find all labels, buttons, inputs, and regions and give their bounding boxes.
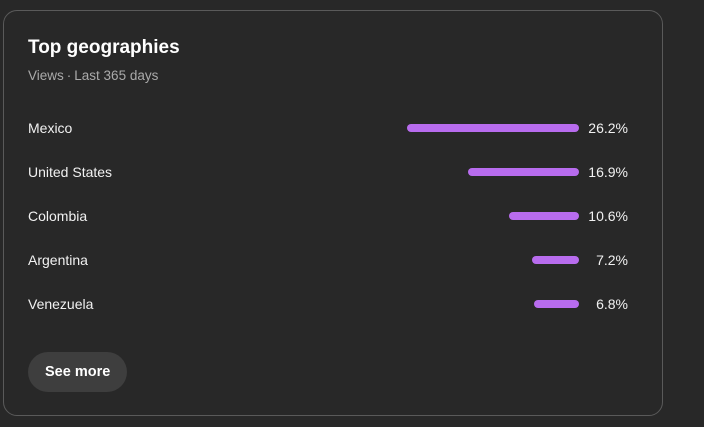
country-name: Colombia xyxy=(28,208,88,224)
percent-bar xyxy=(509,212,579,220)
subtitle-separator: · xyxy=(66,68,72,83)
card-title: Top geographies xyxy=(28,37,180,58)
percent-bar xyxy=(534,300,579,308)
percent-bar xyxy=(531,256,579,264)
country-name: Argentina xyxy=(28,252,88,268)
see-more-button[interactable]: See more xyxy=(28,352,128,392)
geography-row: Argentina 7.2% xyxy=(4,239,662,283)
percent-value: 10.6% xyxy=(588,208,628,224)
geography-row: United States 16.9% xyxy=(4,151,662,195)
bar-track xyxy=(407,256,579,264)
top-geographies-card: Top geographies Views · Last 365 days Mexi… xyxy=(3,10,663,416)
percent-value: 7.2% xyxy=(596,252,628,268)
geography-row: Colombia 10.6% xyxy=(4,195,662,239)
bar-track xyxy=(407,124,579,132)
percent-value: 16.9% xyxy=(588,164,628,180)
bar-track xyxy=(407,300,579,308)
subtitle-period: Last 365 days xyxy=(74,68,159,83)
percent-value: 6.8% xyxy=(596,296,628,312)
percent-bar xyxy=(468,168,579,176)
card-subtitle: Views · Last 365 days xyxy=(28,68,158,83)
subtitle-metric: Views xyxy=(28,68,64,83)
country-name: United States xyxy=(28,164,113,180)
geography-row: Venezuela 6.8% xyxy=(4,283,662,327)
percent-bar xyxy=(407,124,579,132)
geography-list: Mexico 26.2% United States 16.9% Colombi… xyxy=(4,107,662,327)
bar-track xyxy=(407,168,579,176)
country-name: Mexico xyxy=(28,120,73,136)
bar-track xyxy=(407,212,579,220)
country-name: Venezuela xyxy=(28,296,94,312)
percent-value: 26.2% xyxy=(588,120,628,136)
geography-row: Mexico 26.2% xyxy=(4,107,662,151)
